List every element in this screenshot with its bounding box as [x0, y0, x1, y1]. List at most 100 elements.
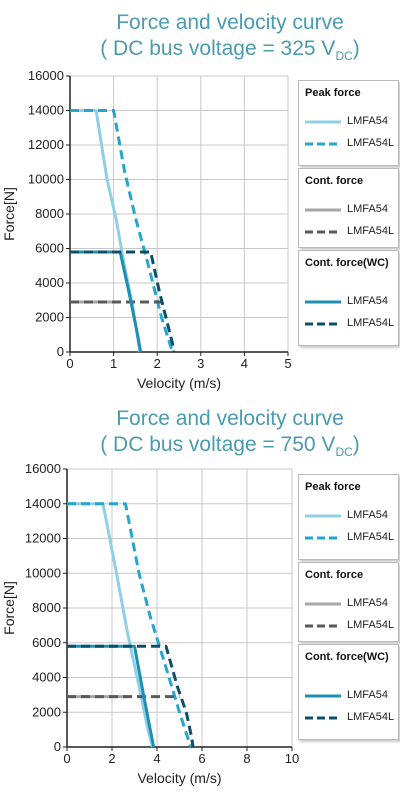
title-line2-sub: DC [335, 445, 353, 460]
legend-item: LMFA54 [303, 597, 398, 611]
legend-item-label: LMFA54L [347, 317, 395, 329]
legend-group: Cont. force(WC) LMFA54 LMFA54L [298, 250, 399, 346]
chart-panel-750v: Force and velocity curve ( DC bus voltag… [0, 396, 400, 796]
y-tick-label: 0 [57, 344, 64, 359]
title-line2-prefix: ( DC bus voltage = 750 V [100, 433, 336, 456]
legend-group: Cont. force(WC) LMFA54 LMFA54L [298, 644, 399, 740]
legend-swatch [305, 602, 341, 606]
legend-group-header: Peak force [305, 87, 361, 99]
x-axis-label: Velocity (m/s) [137, 375, 221, 391]
legend-item-label: LMFA54L [347, 711, 395, 723]
y-tick-label: 14000 [28, 103, 64, 118]
x-tick-label: 10 [285, 751, 299, 766]
x-tick-label: 6 [198, 751, 205, 766]
legend-item-label: LMFA54 [347, 509, 388, 521]
y-tick-label: 8000 [35, 206, 64, 221]
y-tick-label: 16000 [25, 461, 61, 476]
x-tick-label: 2 [108, 751, 115, 766]
legend-group: Peak force LMFA54 LMFA54L [298, 474, 399, 560]
legend-item: LMFA54L [303, 531, 398, 545]
legend-item: LMFA54L [303, 317, 398, 331]
chart-panel-325v: Force and velocity curve ( DC bus voltag… [1, 10, 399, 391]
title-line2: ( DC bus voltage = 325 VDC) [80, 36, 380, 69]
x-tick-label: 0 [63, 751, 70, 766]
legend-swatch [305, 694, 341, 698]
legend-swatch [305, 322, 341, 326]
legend-item-label: LMFA54 [347, 203, 388, 215]
legend-swatch [305, 300, 341, 304]
legend-item: LMFA54L [303, 711, 398, 725]
legend-swatch [305, 536, 341, 540]
legend-group-header: Peak force [305, 481, 361, 493]
legend-item-label: LMFA54L [347, 619, 395, 631]
chart-plot-325v: 0 2000 4000 6000 8000 10000 12000 14000 16000 0 1 2… [1, 68, 292, 391]
y-tick-label: 8000 [32, 600, 61, 615]
legend-swatch [305, 716, 341, 720]
y-tick-label: 10000 [25, 565, 61, 580]
x-tick-label: 4 [153, 751, 160, 766]
legend-item-label: LMFA54 [347, 689, 388, 701]
series-line [67, 502, 154, 748]
y-tick-label: 6000 [32, 635, 61, 650]
y-tick-label: 0 [54, 739, 61, 754]
legend-item: LMFA54L [303, 137, 398, 151]
legend-swatch [305, 208, 341, 212]
legend-item: LMFA54L [303, 619, 398, 633]
legend-swatch [305, 624, 341, 628]
legend-item: LMFA54 [303, 203, 398, 217]
y-tick-label: 10000 [28, 172, 64, 187]
legend-group-header: Cont. force [305, 569, 364, 581]
legend-group: Cont. force LMFA54 LMFA54L [298, 562, 399, 642]
x-tick-label: 2 [154, 356, 161, 371]
legend-item: LMFA54 [303, 509, 398, 523]
y-tick-label: 16000 [28, 68, 64, 83]
series-line [70, 109, 142, 353]
y-tick-label: 2000 [35, 310, 64, 325]
x-tick-label: 3 [197, 356, 204, 371]
legend-group: Cont. force LMFA54 LMFA54L [298, 168, 399, 248]
chart-title: Force and velocity curve ( DC bus voltag… [80, 406, 380, 465]
x-tick-label: 8 [243, 751, 250, 766]
legend-swatch [305, 120, 341, 124]
legend-group-header: Cont. force(WC) [305, 257, 389, 269]
y-tick-label: 6000 [35, 241, 64, 256]
legend-item-label: LMFA54L [347, 531, 395, 543]
title-line2-suffix: ) [352, 37, 360, 60]
legend-item-label: LMFA54 [347, 295, 388, 307]
title-line1: Force and velocity curve [116, 407, 344, 430]
legend-item-label: LMFA54L [347, 225, 395, 237]
chart-title: Force and velocity curve ( DC bus voltag… [80, 10, 380, 69]
title-line2-prefix: ( DC bus voltage = 325 V [100, 37, 336, 60]
y-tick-label: 12000 [28, 137, 64, 152]
legend-swatch [305, 230, 341, 234]
legend-group: Peak force LMFA54 LMFA54L [298, 80, 399, 166]
title-line1: Force and velocity curve [116, 11, 344, 34]
title-line2: ( DC bus voltage = 750 VDC) [80, 432, 380, 465]
legend-item: LMFA54 [303, 115, 398, 129]
x-tick-label: 0 [66, 356, 73, 371]
y-tick-label: 14000 [25, 496, 61, 511]
y-axis-label: Force[N] [1, 581, 17, 635]
y-tick-label: 4000 [32, 670, 61, 685]
x-tick-label: 4 [241, 356, 248, 371]
legend-item: LMFA54 [303, 689, 398, 703]
legend-swatch [305, 514, 341, 518]
x-tick-label: 5 [284, 356, 291, 371]
legend-group-header: Cont. force [305, 175, 364, 187]
y-tick-label: 4000 [35, 275, 64, 290]
legend-swatch [305, 142, 341, 146]
x-axis-label: Velocity (m/s) [137, 770, 221, 786]
x-tick-label: 1 [110, 356, 117, 371]
series-line [70, 250, 176, 353]
series-line [67, 644, 195, 748]
title-line2-sub: DC [335, 49, 353, 64]
series-line [67, 502, 193, 748]
legend-item-label: LMFA54L [347, 137, 395, 149]
y-tick-label: 2000 [32, 704, 61, 719]
chart-plot-750v: 0 2000 4000 6000 8000 10000 12000 14000 16000 0 2 4… [1, 461, 299, 786]
y-tick-label: 12000 [25, 531, 61, 546]
y-axis-label: Force[N] [1, 187, 17, 241]
legend-item-label: LMFA54 [347, 597, 388, 609]
legend-item: LMFA54 [303, 295, 398, 309]
legend-group-header: Cont. force(WC) [305, 651, 389, 663]
